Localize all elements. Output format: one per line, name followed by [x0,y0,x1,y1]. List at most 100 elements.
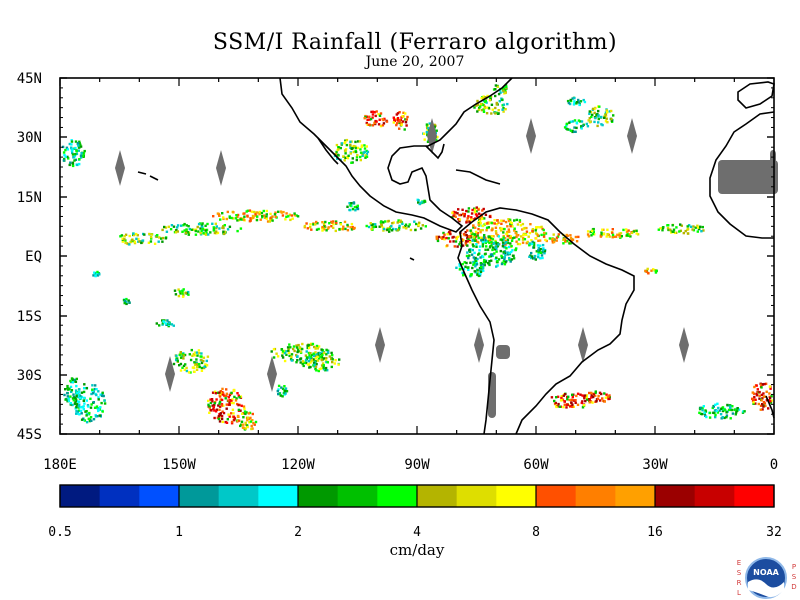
rain-cell [506,230,509,234]
rain-cell [452,210,455,214]
rain-cell [340,227,343,231]
colorbar-swatch [218,485,259,507]
rain-cell [371,110,375,113]
rain-cell [714,415,717,419]
rain-cell [202,359,205,363]
rain-cell [358,140,362,143]
rain-cell [654,271,658,274]
rain-cell [288,354,291,358]
rain-cell [201,227,205,231]
rain-cell [495,242,498,245]
rain-cell [701,409,704,412]
rain-cell [550,396,554,399]
rain-cell [344,156,347,159]
missing-data-swath-gap [474,327,484,363]
rain-cell [478,222,481,225]
rain-cell [568,121,571,124]
rain-cell [392,121,395,124]
rain-cell [770,399,773,402]
rain-cell [232,388,236,392]
colorbar-swatch [734,485,775,507]
rain-cell [212,405,215,409]
rain-cell [491,108,494,111]
colorbar-units-label: cm/day [389,541,445,559]
rain-cell [603,392,606,395]
rain-cell [400,123,403,126]
rain-cell [360,144,364,147]
rain-cell [357,140,360,143]
rain-cell [281,350,285,353]
rain-cell [187,225,190,228]
rain-cell [673,231,677,235]
rain-cell [480,239,483,242]
rain-cell [133,240,136,243]
rain-cell [767,399,771,402]
rain-cell [350,222,354,226]
rain-cell [487,226,490,229]
rain-cell [87,405,90,408]
rain-cell [209,231,212,234]
rain-cell [486,248,490,251]
rain-cell [502,219,505,223]
rain-cell [298,346,302,350]
rain-cell [490,221,493,225]
rain-cell [470,253,474,256]
rain-cell [581,394,584,397]
rain-cell [418,221,421,224]
rain-cell [295,361,298,364]
rain-cell [479,236,483,239]
rain-cell [213,390,217,393]
rain-cell [581,406,585,409]
rain-cell [417,199,420,202]
rain-cell [507,228,510,231]
rain-cell [265,215,268,219]
rain-cell [569,120,573,123]
rain-cell [672,230,675,233]
rain-cell [78,390,81,394]
rain-cell [473,237,476,241]
rain-cell [402,111,405,114]
rain-cell [355,155,359,159]
rain-cell [716,402,719,405]
rain-cell [194,228,198,231]
rain-cell [181,355,184,358]
rain-cell [465,209,468,213]
rain-cell [225,388,228,391]
rain-cell [178,353,181,357]
rain-cell [458,264,461,268]
rain-cell [555,405,558,409]
rain-cell [71,397,75,400]
rain-cell [675,226,678,229]
coastline-hawaii [137,171,159,181]
rain-cell [147,241,151,244]
rain-cell [575,394,578,398]
rain-cell [349,152,352,155]
rain-cell [135,232,138,236]
rain-cell [170,224,174,227]
rain-cell [764,404,767,408]
rain-cell [335,150,338,154]
rain-cell [203,365,206,368]
rain-cell [455,237,458,240]
rain-cell [254,420,258,424]
rain-cell [542,248,545,251]
rain-cell [481,217,484,221]
rain-cell [697,226,700,229]
rain-cell [606,121,609,124]
rain-cell [762,405,765,408]
rain-cell [476,232,479,235]
rain-cell [752,398,755,401]
rain-cell [204,229,207,232]
rain-cell [486,222,489,225]
rain-cell [628,233,631,236]
rain-cell [356,146,360,150]
rain-cell [244,421,247,425]
rain-cell [490,112,493,115]
rain-cell [236,402,239,406]
rain-cell [587,235,591,238]
rain-cell [299,357,302,361]
rain-cell [103,402,107,405]
rain-cell [466,244,469,247]
rain-cell [214,392,218,395]
rain-cell [272,348,276,351]
